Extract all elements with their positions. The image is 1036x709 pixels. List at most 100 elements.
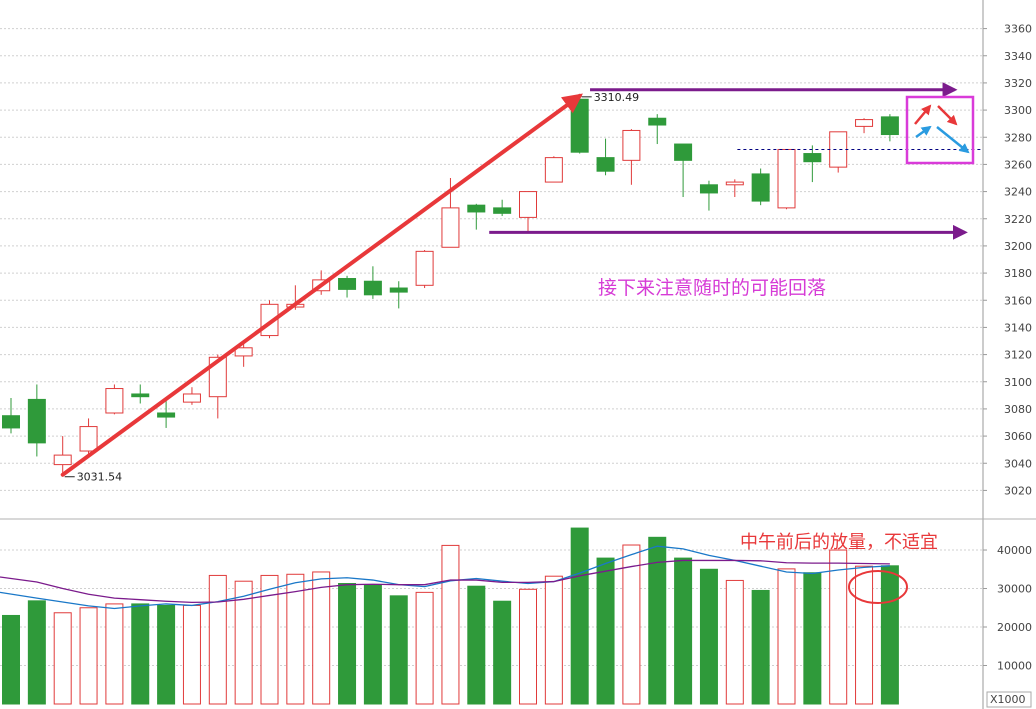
candle-body-down [674,143,693,161]
volume-bar-down [803,572,822,705]
candle-body-up [544,157,563,183]
trend-arrow [60,93,583,477]
candle [182,387,201,405]
candle [105,384,124,415]
price-y-axis: 3020 3040 3060 3080 3100 3120 3140 3160 3180 3200… [982,0,1032,709]
candle-body-up [105,388,124,414]
candle [208,354,227,419]
candle-body-up [855,119,874,127]
volume-bar-down [880,565,899,705]
volume-bar-down [699,568,718,705]
candle [519,191,537,231]
price-tick-label: 3180 [1004,267,1032,280]
volume-ma-line [0,545,890,610]
low-price-label: 3031.54 [77,471,123,484]
pullback-note: 接下来注意随时的可能回落 [598,277,826,299]
price-tick-label: 3200 [1004,240,1032,253]
candle [234,343,253,367]
volume-bar-up [855,565,874,705]
candle-body-down [493,207,512,214]
volume-bar-up [777,568,796,705]
scenario-drop-arrow [936,126,970,154]
candle [777,148,796,210]
price-grid [0,28,983,491]
volume-bar-down [493,600,512,705]
candle-body-down [2,415,20,429]
price-tick-label: 3240 [1004,186,1032,199]
candle [622,129,641,185]
candle-body-down [27,398,46,444]
volume-bar-down [596,557,615,705]
price-tick-label: 3100 [1004,376,1032,389]
volume-annotations: 中午前后的放量，不适宜 X1000 [740,532,1032,708]
candle-body-up [182,393,201,403]
candle-body-up [79,426,98,452]
volume-bar-up [53,612,72,705]
high-price-label: 3310.49 [594,91,640,104]
candle-body-up [415,250,434,286]
volume-tick-label: 20000 [997,621,1032,634]
candle-body-up [777,148,796,209]
volume-bar-up [829,549,848,705]
scenario-box [905,95,975,165]
candle [648,114,667,145]
candle [415,249,434,289]
price-tick-label: 3280 [1004,131,1032,144]
candle-body-up [234,347,253,357]
candle-body-up [441,207,460,248]
volume-bar-down [467,585,486,705]
volume-bar-down [131,603,150,705]
candle-body-down [363,280,382,296]
volume-bar-up [622,544,641,705]
candle-body-down [570,98,589,153]
volume-highlight-ellipse [848,570,908,604]
candle [699,180,718,211]
volume-bar-up [286,573,305,705]
candle-body-down [648,117,667,126]
volume-bar-up [544,575,563,705]
volume-unit-label: X1000 [990,693,1026,706]
volume-ma-line [0,559,890,604]
price-tick-label: 3220 [1004,213,1032,226]
candle-body-down [596,157,615,172]
candle [829,131,848,173]
candle-body-down [880,116,899,136]
price-annotations: 3031.54 3310.49 接下来注意随时的可能回落 [60,82,981,484]
candle-body-up [53,454,72,466]
price-tick-label: 3140 [1004,321,1032,334]
candle [157,400,176,428]
candle [441,178,460,248]
candle [803,145,822,183]
volume-bar-down [751,589,770,705]
candle-body-up [725,181,744,186]
volume-bar-down [389,595,408,705]
candle [338,275,357,298]
candles [2,95,899,475]
price-tick-label: 3300 [1004,104,1032,117]
price-tick-label: 3160 [1004,294,1032,307]
candle-body-up [622,129,641,161]
price-tick-label: 3340 [1004,50,1032,63]
volume-bar-down [338,583,357,705]
volume-panel: 10000 20000 30000 40000 中午前后的放量，不适宜 X1000 [0,527,1032,708]
volume-bar-up [260,574,279,705]
candle-body-down [699,184,718,194]
volume-bar-up [725,579,744,705]
scenario-up-arrow [914,104,932,125]
candle-body-down [389,287,408,293]
candle [674,143,693,198]
candle-body-up [829,131,848,168]
candle [880,114,899,142]
volume-tick-label: 40000 [997,544,1032,557]
volume-note: 中午前后的放量，不适宜 [740,532,938,553]
candle [27,384,46,457]
price-tick-label: 3260 [1004,158,1032,171]
volume-ma-lines [0,545,890,610]
price-tick-label: 3320 [1004,77,1032,90]
candle [131,384,150,404]
candle-body-down [338,278,357,290]
candle-body-down [157,412,176,418]
candle-body-up [519,191,537,218]
volume-bar-up [105,603,124,705]
